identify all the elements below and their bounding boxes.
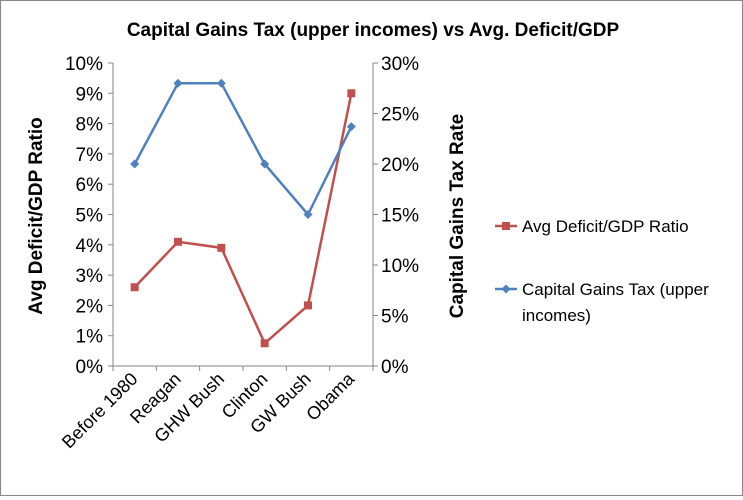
tax-rate-point xyxy=(216,78,226,88)
legend-label: Capital Gains Tax (upper xyxy=(522,280,709,299)
left-tick-label: 1% xyxy=(76,327,104,348)
right-tick-label: 5% xyxy=(381,307,409,328)
left-tick-label: 7% xyxy=(76,145,104,166)
series-line xyxy=(133,93,353,346)
right-tick-label: 15% xyxy=(381,206,419,227)
series-layer xyxy=(130,78,356,348)
chart-title: Capital Gains Tax (upper incomes) vs Avg… xyxy=(127,20,620,41)
legend-label: Avg Deficit/GDP Ratio xyxy=(522,217,689,236)
left-tick-label: 9% xyxy=(76,84,104,105)
right-tick-label: 10% xyxy=(381,256,419,277)
tax-rate-point xyxy=(130,159,140,169)
tax-rate-point xyxy=(260,159,270,169)
right-axis-ticks: 0% 5% 10% 15% 20% 25% 30% xyxy=(373,54,419,378)
left-tick-label: 10% xyxy=(65,54,103,75)
left-tick-label: 0% xyxy=(76,357,104,378)
legend-label: incomes) xyxy=(522,306,591,325)
right-tick-label: 0% xyxy=(381,357,409,378)
left-tick-label: 2% xyxy=(76,296,104,317)
deficit-point xyxy=(130,283,139,292)
left-axis-ticks: 0% 1% 2% 3% 4% 5% 6% 7% 8% 9% 10% xyxy=(65,54,113,378)
tax-rate-point xyxy=(303,210,313,219)
right-tick-label: 20% xyxy=(381,155,419,176)
right-tick-label: 25% xyxy=(381,105,419,126)
tax-rate-point xyxy=(346,122,356,132)
right-tick-label: 30% xyxy=(381,54,419,75)
left-tick-label: 5% xyxy=(76,206,104,227)
right-axis-title: Capital Gains Tax Rate xyxy=(447,114,468,319)
legend-marker xyxy=(501,284,511,294)
deficit-point xyxy=(174,237,182,246)
left-tick-label: 8% xyxy=(76,115,104,136)
category-label: Obama xyxy=(302,368,359,425)
deficit-point xyxy=(217,243,226,252)
legend: Avg Deficit/GDP Ratio Capital Gains Tax (… xyxy=(495,217,709,325)
tax-rate-point xyxy=(173,78,183,88)
deficit-point xyxy=(260,339,269,348)
left-tick-label: 3% xyxy=(76,266,104,287)
left-tick-label: 4% xyxy=(76,236,104,257)
series-line xyxy=(133,81,353,217)
deficit-point xyxy=(347,89,356,98)
deficit-point xyxy=(304,301,312,310)
left-tick-label: 6% xyxy=(76,175,104,196)
legend-marker xyxy=(502,222,510,230)
left-axis-title: Avg Deficit/GDP Ratio xyxy=(26,117,47,314)
